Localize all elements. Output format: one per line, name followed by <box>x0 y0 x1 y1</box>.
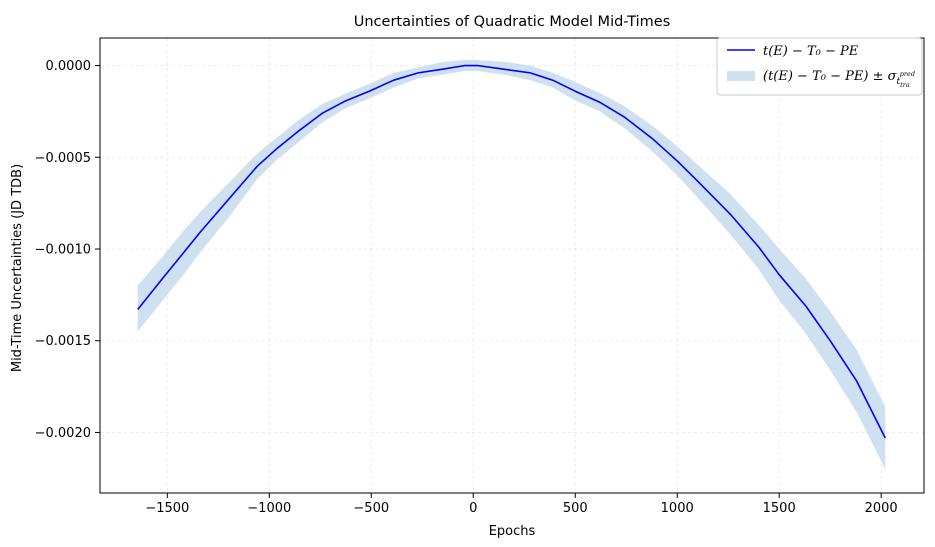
legend: t(E) − T₀ − PE (t(E) − T₀ − PE) ± σttra p… <box>716 37 923 96</box>
y-tick-label: −0.0015 <box>35 334 91 349</box>
legend-band-subsub: tra <box>900 81 910 89</box>
x-tick-label: 0 <box>469 501 477 516</box>
x-tick-label: 1500 <box>763 501 796 516</box>
legend-band-sub: t <box>896 77 900 87</box>
x-tick-label: −500 <box>353 501 389 516</box>
chart-title: Uncertainties of Quadratic Model Mid-Tim… <box>354 14 671 30</box>
x-tick-label: −1000 <box>247 501 291 516</box>
legend-box <box>716 37 923 96</box>
plot-frame <box>99 37 925 494</box>
x-tick-label: 500 <box>563 501 588 516</box>
y-tick-label: −0.0020 <box>35 426 91 441</box>
legend-band-label-group: (t(E) − T₀ − PE) ± σttra pred <box>763 69 915 89</box>
y-axis-ticks: 0.0000 −0.0005 −0.0010 −0.0015 −0.0020 <box>35 59 100 441</box>
y-tick-label: −0.0010 <box>35 242 91 257</box>
x-axis-ticks: −1500 −1000 −500 0 500 1000 1500 2000 <box>145 493 898 516</box>
legend-band-sup: pred <box>900 70 915 78</box>
series-line-layer <box>137 64 886 439</box>
legend-band-swatch <box>727 71 755 81</box>
x-tick-label: 2000 <box>865 501 898 516</box>
legend-band-label: (t(E) − T₀ − PE) ± σ <box>763 69 898 84</box>
legend-line-label: t(E) − T₀ − PE <box>763 44 859 59</box>
y-tick-label: −0.0005 <box>35 151 91 166</box>
x-tick-label: 1000 <box>661 501 694 516</box>
y-axis-label: Mid-Time Uncertainties (JD TDB) <box>10 164 25 372</box>
series-line <box>137 64 886 439</box>
x-tick-label: −1500 <box>145 501 189 516</box>
x-axis-label: Epochs <box>489 524 536 539</box>
y-tick-label: 0.0000 <box>46 59 92 74</box>
